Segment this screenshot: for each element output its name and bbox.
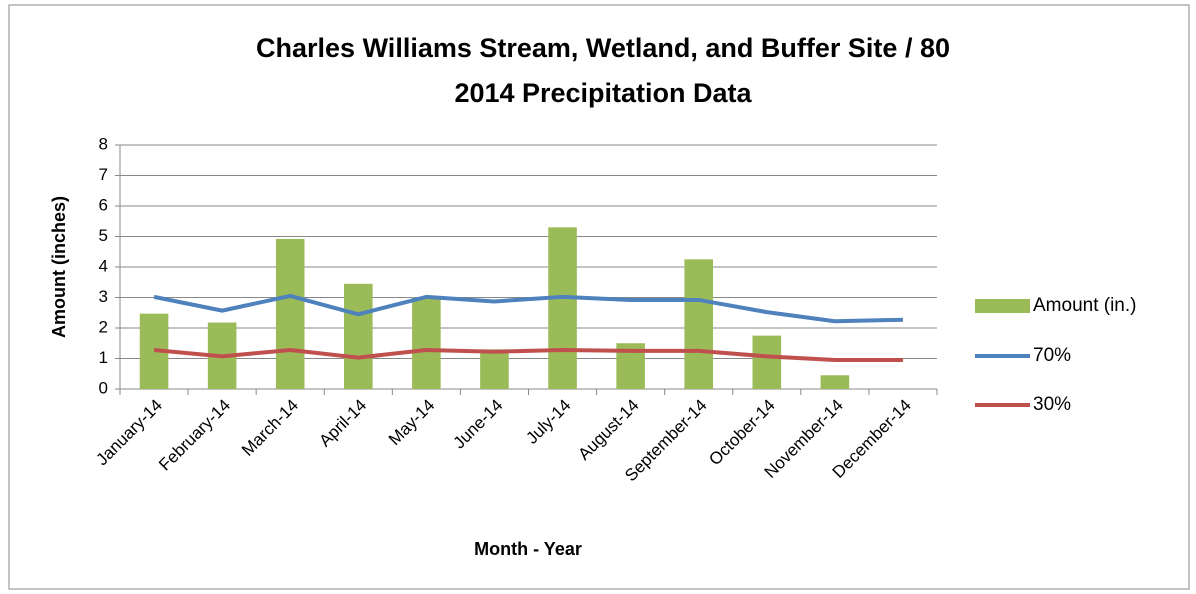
legend-swatch [975, 299, 1030, 313]
bar [752, 335, 782, 389]
bar [343, 283, 373, 389]
line [153, 347, 903, 363]
chart-title: Charles Williams Stream, Wetland, and Bu… [256, 33, 950, 63]
chart-subtitle: 2014 Precipitation Data [454, 78, 752, 108]
bar [548, 227, 577, 389]
legend-label: 70% [1033, 345, 1071, 366]
legend-label: Amount (in.) [1033, 295, 1136, 316]
y-tick-label: 3 [99, 287, 108, 306]
y-tick-label: 7 [99, 165, 108, 184]
y-tick-label: 5 [99, 226, 108, 245]
bar [684, 259, 714, 389]
y-tick-label: 2 [99, 317, 108, 336]
bar [480, 349, 509, 389]
y-tick-label: 4 [99, 256, 108, 275]
bar [275, 238, 305, 389]
bar [820, 375, 850, 389]
legend-label: 30% [1033, 394, 1071, 415]
x-axis-title: Month - Year [474, 539, 582, 559]
line [153, 293, 904, 324]
bar [412, 297, 441, 389]
y-tick-label: 8 [99, 134, 108, 153]
y-tick-label: 1 [99, 348, 108, 367]
y-tick-label: 6 [99, 195, 108, 214]
y-tick-label: 0 [99, 378, 108, 397]
y-axis-title: Amount (inches) [49, 196, 69, 338]
